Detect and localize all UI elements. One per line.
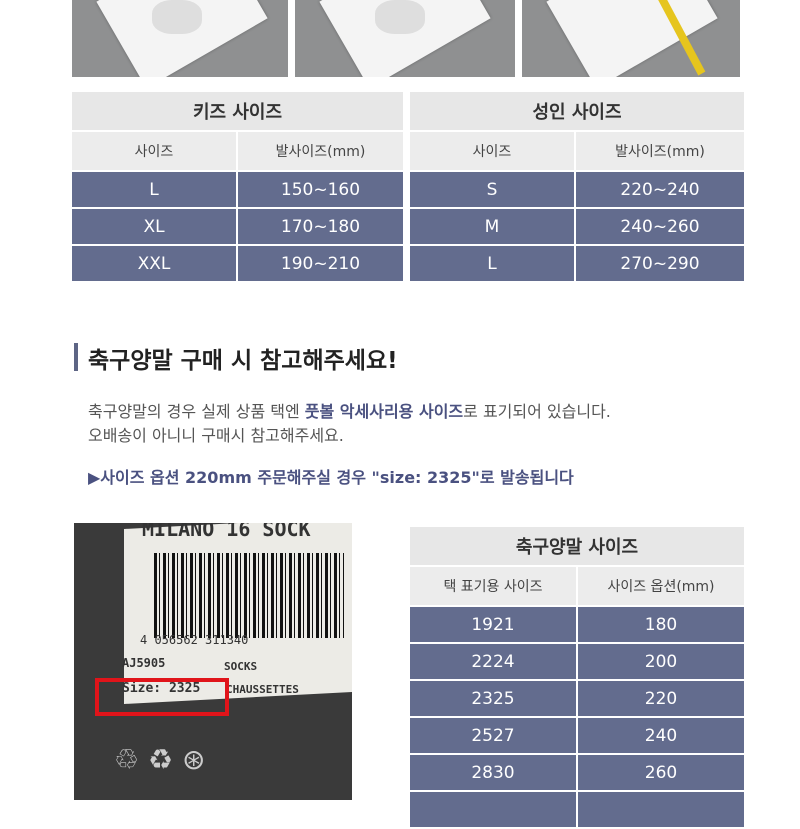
table-row: S 220~240 xyxy=(408,170,746,209)
table-title: 성인 사이즈 xyxy=(408,90,746,132)
foot-photo-1 xyxy=(72,0,288,77)
sock-tag-photo: MILANO 16 SOCK 4 056562 311340 AJ5905 SO… xyxy=(74,523,352,800)
title-accent-bar xyxy=(74,343,78,371)
column-header: 사이즈 옵션(mm) xyxy=(576,565,746,607)
column-header: 사이즈 xyxy=(408,130,576,172)
table-row: 2527 240 xyxy=(408,716,746,755)
soccer-sock-size-table: 축구양말 사이즈 택 표기용 사이즈 사이즈 옵션(mm) 1921 180 222… xyxy=(408,525,746,829)
table-row: L 150~160 xyxy=(70,170,405,209)
table-row: 2224 200 xyxy=(408,642,746,681)
size-example-note: ▶사이즈 옵션 220mm 주문해주실 경우 "size: 2325"로 발송됩… xyxy=(88,468,574,487)
column-header: 사이즈 xyxy=(70,130,238,172)
notice-title: 축구양말 구매 시 참고해주세요! xyxy=(88,348,398,374)
table-row: 2325 220 xyxy=(408,679,746,718)
notice-line-2: 오배송이 아니니 구매시 참고해주세요. xyxy=(88,426,344,445)
table-row: L 270~290 xyxy=(408,244,746,283)
column-header: 택 표기용 사이즈 xyxy=(408,565,578,607)
barcode xyxy=(154,553,344,638)
column-header: 발사이즈(mm) xyxy=(574,130,746,172)
table-row: XL 170~180 xyxy=(70,207,405,246)
size-highlight-box xyxy=(95,678,229,716)
column-header: 발사이즈(mm) xyxy=(236,130,405,172)
table-row: 1921 180 xyxy=(408,605,746,644)
table-row: 2830 260 xyxy=(408,753,746,792)
kids-size-table: 키즈 사이즈 사이즈 발사이즈(mm) L 150~160 XL 170~180 XX… xyxy=(70,90,405,283)
adult-size-table: 성인 사이즈 사이즈 발사이즈(mm) S 220~240 M 240~260 L 27… xyxy=(408,90,746,283)
table-row: XXL 190~210 xyxy=(70,244,405,283)
table-title: 키즈 사이즈 xyxy=(70,90,405,132)
notice-line-1: 축구양말의 경우 실제 상품 택엔 풋볼 악세사리용 사이즈로 표기되어 있습니… xyxy=(88,402,611,421)
table-row xyxy=(408,790,746,829)
table-title: 축구양말 사이즈 xyxy=(408,525,746,567)
recycle-icons: ♲ ♻ ⊛ xyxy=(114,743,206,776)
foot-photo-3 xyxy=(522,0,740,77)
foot-photo-2 xyxy=(295,0,515,77)
table-row: M 240~260 xyxy=(408,207,746,246)
